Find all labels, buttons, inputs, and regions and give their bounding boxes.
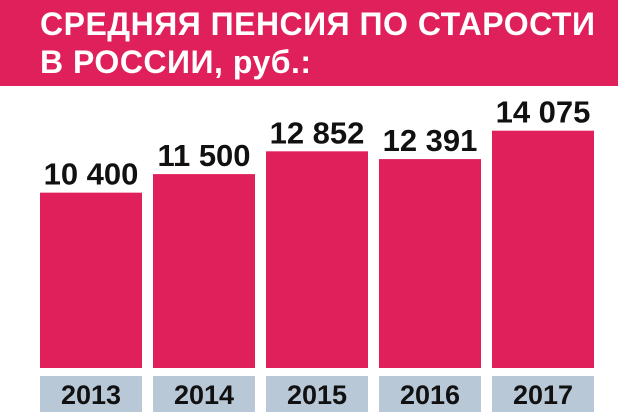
bar-2013: [40, 192, 142, 368]
category-label-2016: 2016: [400, 380, 460, 410]
value-label-2014: 11 500: [157, 138, 250, 173]
value-label-2017: 14 075: [496, 95, 591, 130]
value-label-2016: 12 391: [383, 123, 478, 158]
chart-title-line-1: СРЕДНЯЯ ПЕНСИЯ ПО СТАРОСТИ: [40, 6, 596, 42]
bar-2015: [266, 151, 368, 368]
value-label-2013: 10 400: [44, 157, 139, 192]
bar-2017: [492, 130, 594, 368]
category-label-2017: 2017: [513, 380, 573, 410]
chart-title-line-2: В РОССИИ, руб.:: [40, 44, 312, 80]
year-tile-2015: [266, 376, 368, 412]
year-tile-2013: [40, 376, 142, 412]
category-label-2015: 2015: [287, 380, 347, 410]
year-tile-2017: [492, 376, 594, 412]
year-tile-2014: [153, 376, 255, 412]
value-label-2015: 12 852: [270, 115, 365, 150]
title-band: СРЕДНЯЯ ПЕНСИЯ ПО СТАРОСТИ В РОССИИ, руб…: [0, 0, 618, 86]
year-tile-2016: [379, 376, 481, 412]
bar-2014: [153, 174, 255, 368]
bar-2016: [379, 159, 481, 368]
category-label-2013: 2013: [61, 380, 121, 410]
category-label-2014: 2014: [174, 380, 234, 410]
